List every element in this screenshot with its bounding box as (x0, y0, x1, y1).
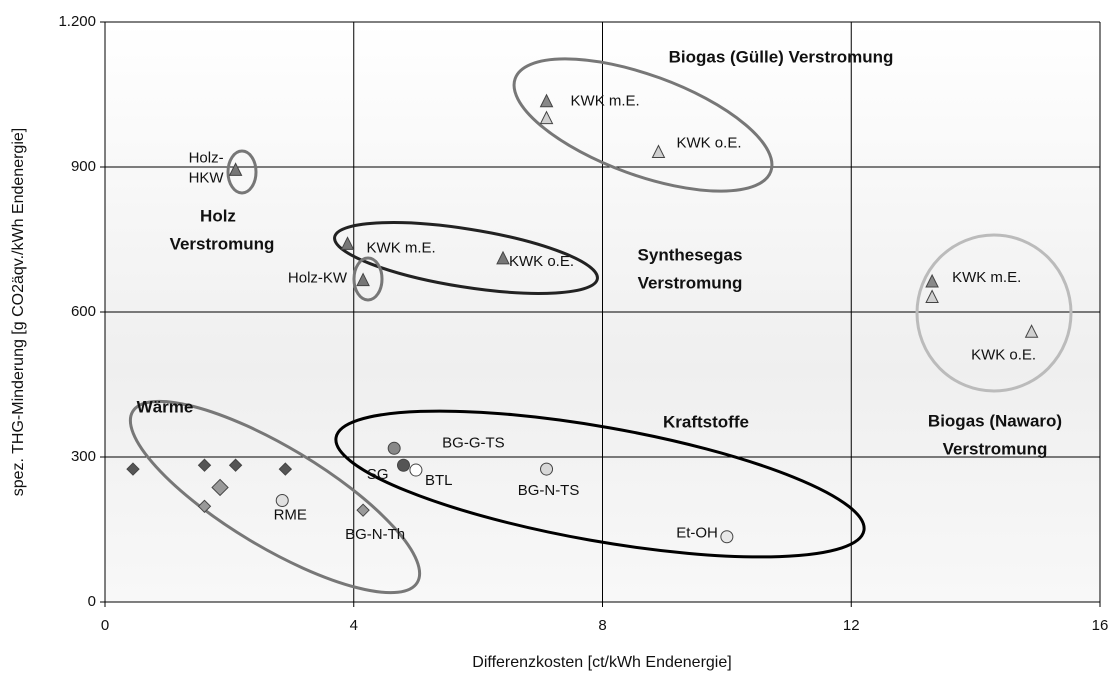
point (197, 458, 212, 472)
groups (128, 57, 1073, 595)
point-label: Holz-KW (288, 270, 348, 287)
point-label: BG-N-Th (345, 526, 405, 543)
group-ellipse (334, 409, 866, 559)
x-axis-label: Differenzkosten [ct/kWh Endenergie] (472, 654, 731, 671)
point (539, 110, 554, 125)
annotation: Wärme (137, 397, 194, 416)
point-label: KWK o.E. (509, 253, 574, 270)
annotation: Verstromung (638, 273, 743, 292)
group-ellipse (512, 57, 774, 193)
point (197, 499, 212, 514)
group-ellipse (226, 149, 258, 195)
point (278, 462, 293, 476)
point (1024, 324, 1039, 338)
annotation: Verstromung (170, 234, 275, 253)
x-tick-label: 8 (598, 617, 606, 634)
annotation: Biogas (Nawaro) (928, 411, 1062, 430)
group-ellipse (915, 233, 1073, 393)
annotation: Holz (200, 206, 236, 225)
point-label: KWK m.E. (571, 93, 640, 110)
group-ellipse (128, 399, 422, 595)
point (340, 236, 355, 250)
x-tick-label: 12 (843, 617, 860, 634)
point (211, 478, 229, 497)
point-label: Et-OH (676, 525, 718, 542)
point-label: BG-G-TS (442, 434, 505, 451)
annotation: Kraftstoffe (663, 412, 749, 431)
point-label: KWK m.E. (952, 269, 1021, 286)
point (651, 144, 666, 158)
point (356, 272, 370, 287)
point-label: KWK m.E. (367, 239, 436, 256)
point (126, 462, 140, 476)
point (540, 462, 554, 476)
point (275, 494, 289, 507)
point (496, 250, 510, 265)
y-tick-label: 600 (71, 303, 96, 320)
annotation: Biogas (Gülle) Verstromung (669, 47, 894, 66)
y-tick-label: 1.200 (58, 13, 96, 30)
x-tick-label: 0 (101, 617, 109, 634)
y-axis-label: spez. THG-Minderung [g CO2äqv./kWh Enden… (10, 128, 27, 496)
point-label: KWK o.E. (971, 346, 1036, 363)
point-label: RME (274, 506, 307, 523)
point (228, 162, 243, 176)
y-tick-label: 0 (88, 593, 96, 610)
x-tick-label: 4 (350, 617, 358, 634)
y-tick-label: 900 (71, 158, 96, 175)
point-label: SG (367, 466, 389, 483)
x-tick-label: 16 (1092, 617, 1109, 634)
point (539, 93, 554, 108)
point (720, 530, 734, 544)
point-label: Holz- (189, 149, 224, 166)
point (387, 441, 401, 455)
point (397, 458, 410, 472)
annotation: Verstromung (943, 439, 1048, 458)
point (356, 503, 370, 517)
group-ellipse (333, 221, 599, 295)
y-tick-label: 300 (71, 448, 96, 465)
point-label: HKW (189, 169, 225, 186)
point-label: BG-N-TS (518, 482, 580, 499)
point (228, 458, 243, 472)
point-label: BTL (425, 472, 453, 489)
point-label: KWK o.E. (676, 134, 741, 151)
annotation: Synthesegas (638, 245, 743, 264)
point (925, 273, 939, 288)
point (409, 463, 423, 477)
group-ellipse (352, 256, 384, 302)
point (925, 289, 939, 303)
